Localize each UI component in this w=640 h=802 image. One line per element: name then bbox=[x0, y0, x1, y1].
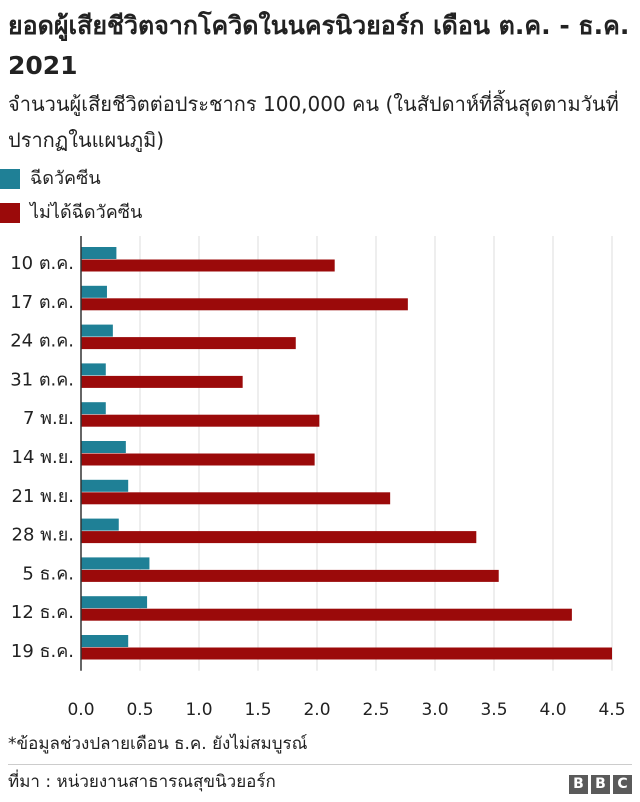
bar-chart: 0.0 0.5 1.0 1.5 2.0 2.5 3.0 3.5 4.0 4.5 10 ต.ค. 17 … bbox=[10, 236, 626, 716]
footer-divider bbox=[8, 764, 632, 765]
chart-title: ยอดผู้เสียชีวิตจากโควิดในนครนิวยอร์ก เดื… bbox=[8, 11, 630, 80]
x-tick-label: 0.5 bbox=[126, 700, 153, 716]
footnote: *ข้อมูลช่วงปลายเดือน ธ.ค. ยังไม่สมบูรณ์ bbox=[8, 734, 308, 754]
bar-unvaccinated bbox=[81, 531, 477, 544]
bar-vaccinated bbox=[81, 363, 106, 376]
legend-item-unvaccinated: ไม่ได้ฉีดวัคซีน bbox=[0, 198, 300, 228]
category-label: 17 ต.ค. bbox=[10, 292, 74, 313]
category-label: 5 ธ.ค. bbox=[22, 563, 74, 584]
x-tick-label: 4.0 bbox=[539, 700, 566, 716]
category-label: 12 ธ.ค. bbox=[11, 602, 74, 623]
x-tick-label: 3.5 bbox=[480, 700, 507, 716]
bar-vaccinated bbox=[81, 479, 129, 492]
bar-vaccinated bbox=[81, 324, 113, 337]
category-label: 24 ต.ค. bbox=[10, 331, 74, 352]
category-label: 19 ธ.ค. bbox=[11, 641, 74, 662]
bar-unvaccinated bbox=[81, 375, 243, 388]
x-tick-label: 1.5 bbox=[244, 700, 271, 716]
category-label: 21 พ.ย. bbox=[12, 486, 74, 507]
x-tick-label: 3.0 bbox=[421, 700, 448, 716]
legend-swatch-vaccinated bbox=[0, 169, 20, 189]
bar-vaccinated bbox=[81, 247, 117, 259]
chart-subtitle: จำนวนผู้เสียชีวิตต่อประชากร 100,000 คน (… bbox=[8, 92, 619, 152]
source-note: ที่มา : หน่วยงานสาธารณสุขนิวยอร์ก bbox=[8, 772, 276, 792]
bbc-logo-letter: C bbox=[613, 775, 632, 794]
legend-label-vaccinated: ฉีดวัคซีน bbox=[30, 168, 101, 189]
bar-vaccinated bbox=[81, 441, 126, 453]
bar-unvaccinated bbox=[81, 414, 320, 427]
x-tick-label: 2.0 bbox=[303, 700, 330, 716]
x-tick-label: 4.5 bbox=[598, 700, 625, 716]
category-label: 31 ต.ค. bbox=[10, 369, 74, 390]
bar-vaccinated bbox=[81, 557, 150, 570]
bar-unvaccinated bbox=[81, 608, 572, 621]
legend-swatch-unvaccinated bbox=[0, 203, 20, 223]
x-tick-label: 1.0 bbox=[185, 700, 212, 716]
legend-label-unvaccinated: ไม่ได้ฉีดวัคซีน bbox=[30, 202, 143, 223]
bar-unvaccinated bbox=[81, 453, 315, 466]
bbc-logo-letter: B bbox=[591, 775, 610, 794]
bar-vaccinated bbox=[81, 596, 148, 609]
bar-unvaccinated bbox=[81, 337, 296, 350]
bar-vaccinated bbox=[81, 518, 119, 531]
bar-vaccinated bbox=[81, 285, 107, 298]
bar-unvaccinated bbox=[81, 298, 408, 311]
x-tick-label: 2.5 bbox=[362, 700, 389, 716]
bar-vaccinated bbox=[81, 402, 106, 415]
bar-vaccinated bbox=[81, 635, 129, 647]
category-label: 7 พ.ย. bbox=[23, 408, 74, 429]
bbc-logo: B B C bbox=[569, 775, 632, 794]
bar-unvaccinated bbox=[81, 259, 335, 272]
bbc-logo-letter: B bbox=[569, 775, 588, 794]
legend-item-vaccinated: ฉีดวัคซีน bbox=[0, 164, 300, 194]
category-label: 14 พ.ย. bbox=[12, 447, 74, 468]
category-label: 10 ต.ค. bbox=[10, 253, 74, 274]
bar-unvaccinated bbox=[81, 569, 499, 582]
x-tick-label: 0.0 bbox=[67, 700, 94, 716]
bar-unvaccinated bbox=[81, 647, 612, 660]
category-label: 28 พ.ย. bbox=[12, 525, 74, 546]
bar-unvaccinated bbox=[81, 492, 391, 505]
